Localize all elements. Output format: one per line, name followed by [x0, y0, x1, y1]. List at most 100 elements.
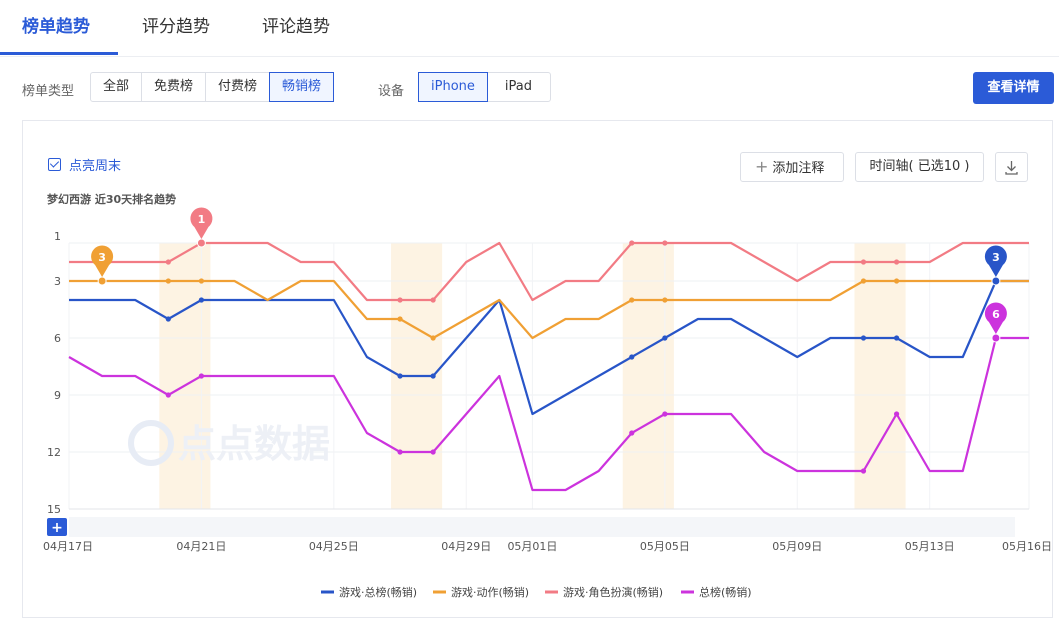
series-point	[165, 316, 171, 322]
list-type-paid[interactable]: 付费榜	[206, 73, 271, 101]
x-tick-label: 04月29日	[441, 540, 491, 553]
legend-item[interactable]: 游戏·角色扮演(畅销)	[563, 585, 663, 599]
series-line-4	[68, 336, 1029, 492]
list-type-label: 榜单类型	[22, 84, 75, 99]
marker-label: 3	[992, 251, 1000, 264]
map-pin-icon[interactable]	[984, 245, 1007, 277]
device-segment: iPhone iPad	[418, 72, 551, 102]
weekend-band	[622, 243, 674, 509]
list-type-free[interactable]: 免费榜	[142, 73, 207, 101]
download-icon	[1005, 161, 1018, 175]
add-note-button[interactable]: + 添加注释	[740, 152, 844, 182]
series-point	[662, 411, 668, 417]
series-point	[165, 278, 171, 284]
y-tick-label: 3	[54, 275, 61, 288]
device-ipad[interactable]: iPad	[504, 79, 532, 94]
list-type-all[interactable]: 全部	[91, 73, 143, 101]
plus-icon: +	[51, 520, 63, 536]
view-details-button[interactable]: 查看详情	[973, 72, 1054, 104]
series-point	[165, 392, 171, 398]
x-tick-label: 05月09日	[772, 540, 822, 553]
range-slider-track[interactable]	[69, 517, 1015, 537]
x-tick-label: 05月13日	[905, 540, 955, 553]
timeline-button[interactable]: 时间轴( 已选10 )	[855, 152, 984, 182]
series-point	[662, 335, 668, 341]
device-label: 设备	[378, 84, 405, 99]
list-type-grossing[interactable]: 畅销榜	[269, 72, 335, 102]
series-point	[397, 373, 403, 379]
map-pin-icon[interactable]	[91, 245, 114, 277]
device-iphone[interactable]: iPhone	[418, 72, 488, 102]
series-point	[397, 297, 403, 303]
marker-point	[196, 238, 206, 248]
y-tick-label: 15	[47, 503, 61, 516]
marker-point	[97, 276, 107, 286]
marker-point	[991, 276, 1001, 286]
watermark-text: 点点数据	[178, 422, 330, 466]
series-point	[860, 278, 867, 284]
x-tick-label: 05月05日	[640, 540, 690, 553]
series-point	[165, 259, 171, 265]
series-point	[629, 240, 635, 246]
x-tick-label: 04月21日	[176, 540, 226, 553]
marker-point	[991, 333, 1001, 343]
series-point	[198, 278, 205, 284]
series-point	[893, 259, 900, 265]
marker-label: 6	[992, 308, 1000, 321]
watermark-logo-icon	[128, 420, 174, 466]
plus-icon: +	[755, 157, 769, 176]
series-point	[198, 373, 205, 379]
weekend-toggle-label: 点亮周末	[69, 159, 122, 174]
x-tick-label: 05月16日	[1002, 540, 1052, 553]
weekend-band	[854, 243, 906, 509]
legend-item[interactable]: 游戏·动作(畅销)	[451, 585, 529, 599]
series-point	[629, 297, 635, 303]
series-point	[629, 354, 635, 360]
filter-bar: 榜单类型 全部 免费榜 付费榜 畅销榜 设备 iPhone iPad 查看详情	[0, 70, 1059, 110]
series-point	[893, 278, 900, 284]
chart-subtitle: 梦幻西游 近30天排名趋势	[47, 193, 177, 206]
series-point	[430, 373, 436, 379]
series-point	[430, 297, 436, 303]
x-tick-label: 04月25日	[309, 540, 359, 553]
active-tab-indicator	[0, 52, 118, 55]
y-tick-label: 12	[47, 446, 61, 459]
series-point	[430, 335, 436, 341]
series-point	[662, 240, 668, 246]
tab-review-trend[interactable]: 评论趋势	[262, 17, 330, 37]
series-point	[860, 335, 867, 341]
series-point	[198, 297, 205, 303]
y-tick-label: 6	[54, 332, 61, 345]
weekend-highlight-toggle[interactable]: 点亮周末	[48, 155, 121, 174]
series-line-2	[69, 279, 1029, 340]
series-line-1	[69, 279, 1029, 416]
y-tick-label: 1	[54, 230, 61, 243]
marker-label: 3	[98, 251, 106, 264]
legend-item[interactable]: 游戏·总榜(畅销)	[339, 585, 417, 599]
series-point	[860, 259, 867, 265]
x-tick-label: 04月17日	[43, 540, 93, 553]
list-type-segment: 全部 免费榜 付费榜 畅销榜	[90, 72, 335, 102]
series-line-3	[69, 241, 1029, 302]
series-point	[662, 297, 668, 303]
rank-trend-chart: 1 3 6 9 12 15 点点数据 3 1 3 6 +04月17日 04月21日 04月25日 04月29…	[43, 207, 1052, 599]
x-tick-label: 05月01日	[507, 540, 557, 553]
tab-rating-trend[interactable]: 评分趋势	[142, 17, 210, 37]
series-point	[860, 468, 867, 474]
add-range-button[interactable]	[47, 518, 67, 536]
download-button[interactable]	[995, 152, 1028, 182]
series-point	[430, 449, 436, 455]
y-tick-label: 9	[54, 389, 61, 402]
map-pin-icon[interactable]	[190, 207, 213, 239]
add-note-label: 添加注释	[772, 161, 825, 176]
marker-label: 1	[198, 213, 206, 226]
checkbox-checked-icon[interactable]	[48, 158, 61, 171]
tab-bar: 榜单趋势 评分趋势 评论趋势	[0, 0, 1059, 57]
map-pin-icon[interactable]	[984, 302, 1007, 334]
series-point	[629, 430, 635, 436]
series-point	[893, 335, 900, 341]
tab-rank-trend[interactable]: 榜单趋势	[22, 17, 90, 37]
series-point	[397, 316, 403, 322]
legend-item[interactable]: 总榜(畅销)	[699, 585, 752, 599]
